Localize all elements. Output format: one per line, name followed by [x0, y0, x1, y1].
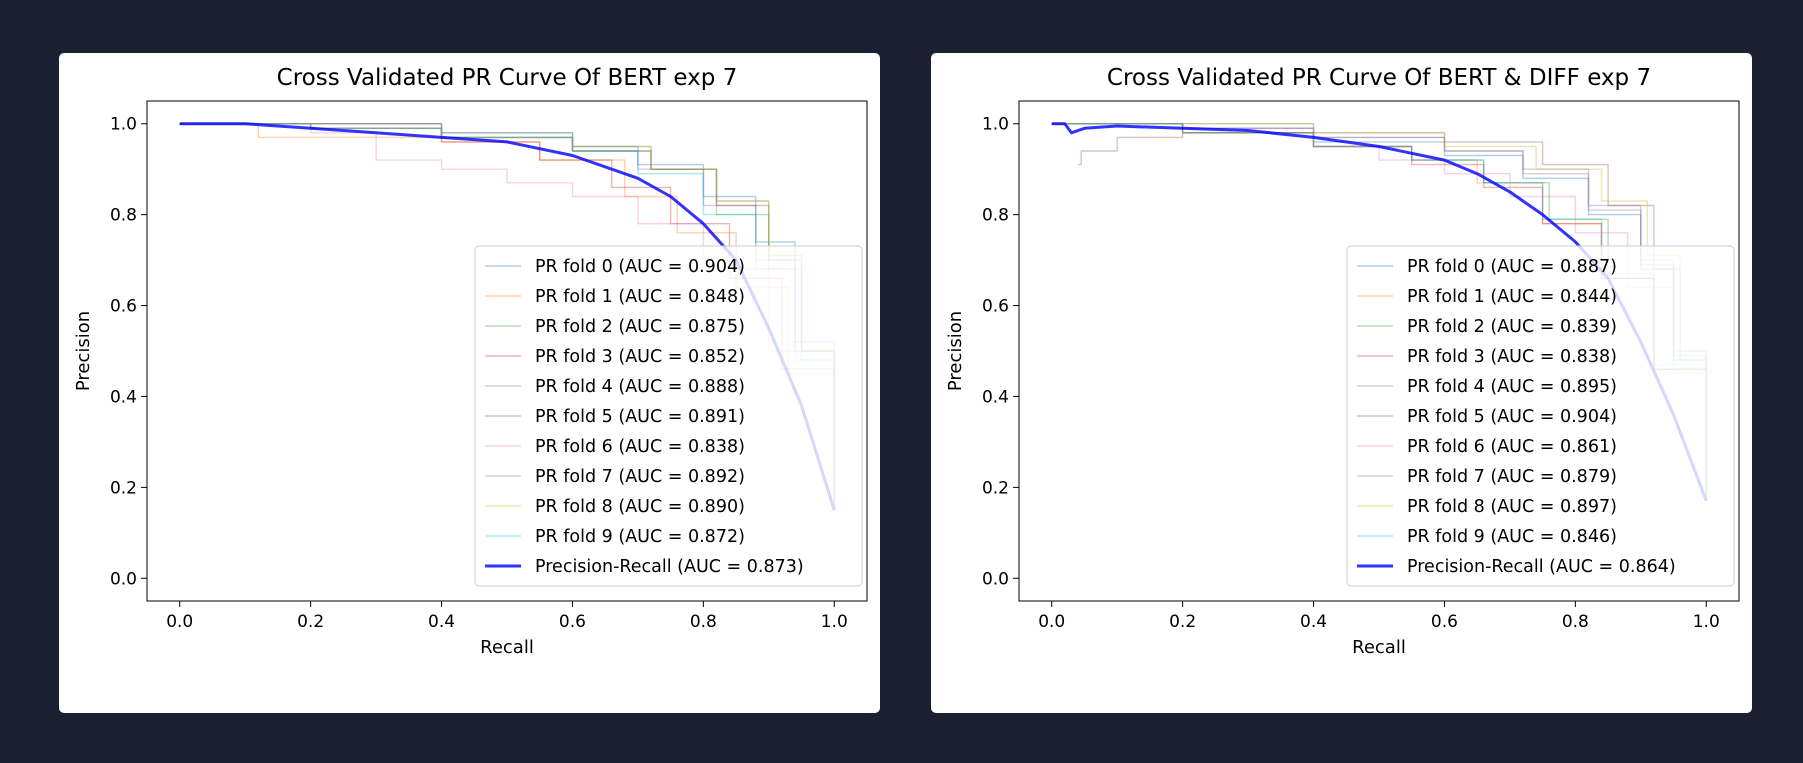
- y-tick-label: 0.4: [110, 387, 137, 407]
- legend-entry-fold-3: PR fold 3 (AUC = 0.838): [1407, 347, 1617, 367]
- x-tick-label: 0.6: [1431, 612, 1458, 632]
- legend-entry-fold-7: PR fold 7 (AUC = 0.892): [535, 467, 745, 487]
- chart-panel-bert-diff: Cross Validated PR Curve Of BERT & DIFF …: [931, 53, 1752, 713]
- y-tick-label: 0.4: [982, 387, 1009, 407]
- legend: PR fold 0 (AUC = 0.904) PR fold 1 (AUC = …: [474, 245, 863, 587]
- legend-entry-fold-9: PR fold 9 (AUC = 0.872): [535, 527, 745, 547]
- legend-entry-fold-1: PR fold 1 (AUC = 0.848): [535, 287, 745, 307]
- y-tick-label: 0.8: [982, 206, 1009, 226]
- y-tick-label: 0.8: [110, 206, 137, 226]
- legend: PR fold 0 (AUC = 0.887) PR fold 1 (AUC = …: [1346, 245, 1735, 587]
- x-tick-label: 0.0: [1038, 612, 1065, 632]
- x-tick-label: 0.4: [428, 612, 455, 632]
- y-axis-label: Precision: [73, 311, 94, 391]
- chart-title: Cross Validated PR Curve Of BERT & DIFF …: [1107, 65, 1651, 91]
- y-tick-label: 0.0: [110, 569, 137, 589]
- legend-entry-fold-2: PR fold 2 (AUC = 0.875): [535, 317, 745, 337]
- y-tick-label: 0.6: [110, 297, 137, 317]
- x-axis-label: Recall: [480, 637, 534, 658]
- y-axis-label: Precision: [945, 311, 966, 391]
- legend-entry-fold-0: PR fold 0 (AUC = 0.904): [535, 257, 745, 277]
- legend-box: [1346, 245, 1735, 587]
- y-tick-label: 0.0: [982, 569, 1009, 589]
- plot-frame: [146, 100, 868, 602]
- y-tick-label: 0.6: [982, 297, 1009, 317]
- legend-entry-fold-6: PR fold 6 (AUC = 0.861): [1407, 437, 1617, 457]
- legend-entry-fold-0: PR fold 0 (AUC = 0.887): [1407, 257, 1617, 277]
- legend-entry-fold-2: PR fold 2 (AUC = 0.839): [1407, 317, 1617, 337]
- legend-entry-mean: Precision-Recall (AUC = 0.873): [535, 557, 804, 577]
- x-tick-label: 0.2: [297, 612, 324, 632]
- legend-box: [474, 245, 863, 587]
- x-axis-label: Recall: [1352, 637, 1406, 658]
- y-tick-label: 0.2: [982, 478, 1009, 498]
- chart-panel-bert: Cross Validated PR Curve Of BERT exp 7 0.…: [59, 53, 880, 713]
- chart-title: Cross Validated PR Curve Of BERT exp 7: [277, 65, 738, 91]
- legend-entry-fold-1: PR fold 1 (AUC = 0.844): [1407, 287, 1617, 307]
- chart-bert-diff: Cross Validated PR Curve Of BERT & DIFF …: [945, 65, 1740, 658]
- x-tick-label: 0.0: [166, 612, 193, 632]
- x-tick-label: 0.6: [559, 612, 586, 632]
- legend-entry-fold-6: PR fold 6 (AUC = 0.838): [535, 437, 745, 457]
- x-tick-label: 0.4: [1300, 612, 1327, 632]
- legend-entry-fold-5: PR fold 5 (AUC = 0.891): [535, 407, 745, 427]
- legend-entry-fold-3: PR fold 3 (AUC = 0.852): [535, 347, 745, 367]
- legend-entry-fold-4: PR fold 4 (AUC = 0.888): [535, 377, 745, 397]
- y-tick-label: 1.0: [110, 115, 137, 135]
- chart-bert: Cross Validated PR Curve Of BERT exp 7 0.…: [73, 65, 868, 658]
- legend-entry-fold-4: PR fold 4 (AUC = 0.895): [1407, 377, 1617, 397]
- x-tick-label: 0.8: [1562, 612, 1589, 632]
- x-tick-label: 0.2: [1169, 612, 1196, 632]
- legend-entry-fold-8: PR fold 8 (AUC = 0.890): [535, 497, 745, 517]
- legend-entry-fold-5: PR fold 5 (AUC = 0.904): [1407, 407, 1617, 427]
- y-tick-label: 1.0: [982, 115, 1009, 135]
- legend-entry-fold-9: PR fold 9 (AUC = 0.846): [1407, 527, 1617, 547]
- plot-frame: [1018, 100, 1740, 602]
- x-tick-label: 1.0: [1693, 612, 1720, 632]
- legend-entry-fold-7: PR fold 7 (AUC = 0.879): [1407, 467, 1617, 487]
- x-tick-label: 0.8: [690, 612, 717, 632]
- x-tick-label: 1.0: [821, 612, 848, 632]
- legend-entry-fold-8: PR fold 8 (AUC = 0.897): [1407, 497, 1617, 517]
- legend-entry-mean: Precision-Recall (AUC = 0.864): [1407, 557, 1676, 577]
- y-tick-label: 0.2: [110, 478, 137, 498]
